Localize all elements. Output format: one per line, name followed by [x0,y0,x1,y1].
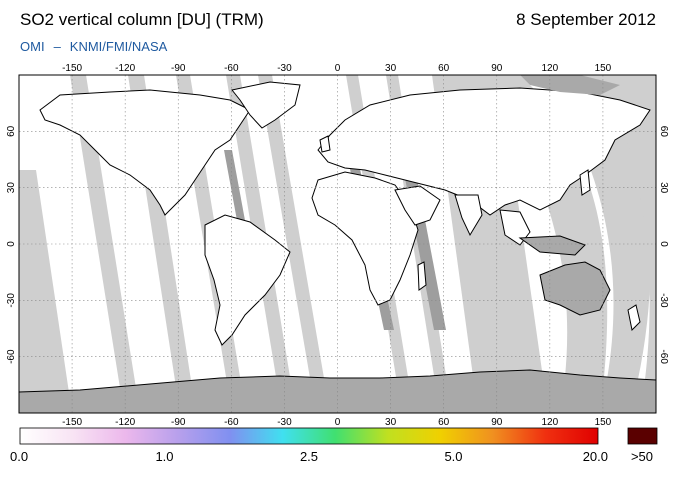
lat-label-left: 0 [6,241,17,247]
colorbar-label: 1.0 [155,449,173,464]
lon-label-top: 60 [438,63,450,74]
lat-label-right: 60 [658,126,669,138]
lon-label-bottom: -60 [224,417,239,428]
credit-line: OMI – KNMI/FMI/NASA [20,39,167,54]
lon-label-bottom: -90 [171,417,186,428]
lon-label-top: 90 [491,63,503,74]
map-area [19,75,656,413]
colorbar-label: 5.0 [444,449,462,464]
colorbar-label: 20.0 [583,449,608,464]
colorbar-labels: 0.0 1.0 2.5 5.0 20.0 >50 [10,449,653,464]
lat-label-left: 30 [6,182,17,194]
lon-label-bottom: -120 [115,417,135,428]
latitude-labels-left: 60 30 0 -30 -60 [6,125,17,364]
land-africa [311,171,419,306]
lon-label-bottom: 60 [438,417,450,428]
swath-gap [70,75,140,413]
lon-label-top: -60 [224,63,239,74]
credit-instrument: OMI [20,39,45,54]
lat-label-right: 0 [658,241,669,247]
land-india [454,194,483,237]
lat-label-right: 30 [658,182,669,194]
land-arabia [394,185,441,226]
lon-label-bottom: 0 [335,417,341,428]
swath-gap [258,75,330,413]
land-arctic-polar-cap [520,75,620,95]
lon-label-top: -150 [62,63,82,74]
lon-label-bottom: -30 [277,417,292,428]
swath-gap [540,75,651,413]
colorbar-overflow-swatch [627,427,658,445]
lon-label-top: 150 [595,63,612,74]
land-indonesia [518,235,586,256]
lon-label-top: 30 [385,63,397,74]
lon-label-bottom: 120 [541,417,558,428]
lon-label-top: -30 [277,63,292,74]
credit-separator: – [53,39,61,54]
lat-label-right: -30 [658,293,669,308]
land-south-america [204,214,291,346]
lat-label-left: -30 [6,293,17,308]
lon-label-bottom: 30 [385,417,397,428]
swath-gap [600,75,656,413]
credit-institutes: KNMI/FMI/NASA [69,39,168,54]
map-date: 8 September 2012 [516,10,656,29]
lat-label-left: -60 [6,349,17,364]
land-uk [319,135,331,153]
colorbar-label: 0.0 [10,449,28,464]
land-japan [579,169,591,196]
lon-label-bottom: -150 [62,417,82,428]
land-greenland [231,81,301,129]
land-new-zealand [627,304,641,332]
latitude-labels-right: 60 30 0 -30 -60 [658,126,669,365]
colorbar [19,427,599,445]
land-madagascar [417,261,427,291]
lat-label-left: 60 [6,125,17,137]
lon-label-top: 0 [335,63,341,74]
colorbar-label: 2.5 [300,449,318,464]
land-north-america [39,89,251,216]
colorbar-overflow-label: >50 [631,449,653,464]
lon-label-top: -120 [115,63,135,74]
longitude-labels-top: -150 -120 -90 -60 -30 0 30 60 90 120 150 [62,63,612,74]
map-frame [18,74,657,414]
swath-gap [19,170,72,413]
lon-label-top: 120 [541,63,558,74]
lon-label-bottom: 150 [595,417,612,428]
land-eurasia [317,87,651,216]
longitude-labels-bottom: -150 -120 -90 -60 -30 0 30 60 90 120 150 [62,417,612,428]
graticule [19,75,656,413]
lat-label-right: -60 [658,349,669,364]
lon-label-top: -90 [171,63,186,74]
map-title: SO2 vertical column [DU] (TRM) [20,10,264,29]
land-australia [539,261,611,316]
lon-label-bottom: 90 [491,417,503,428]
